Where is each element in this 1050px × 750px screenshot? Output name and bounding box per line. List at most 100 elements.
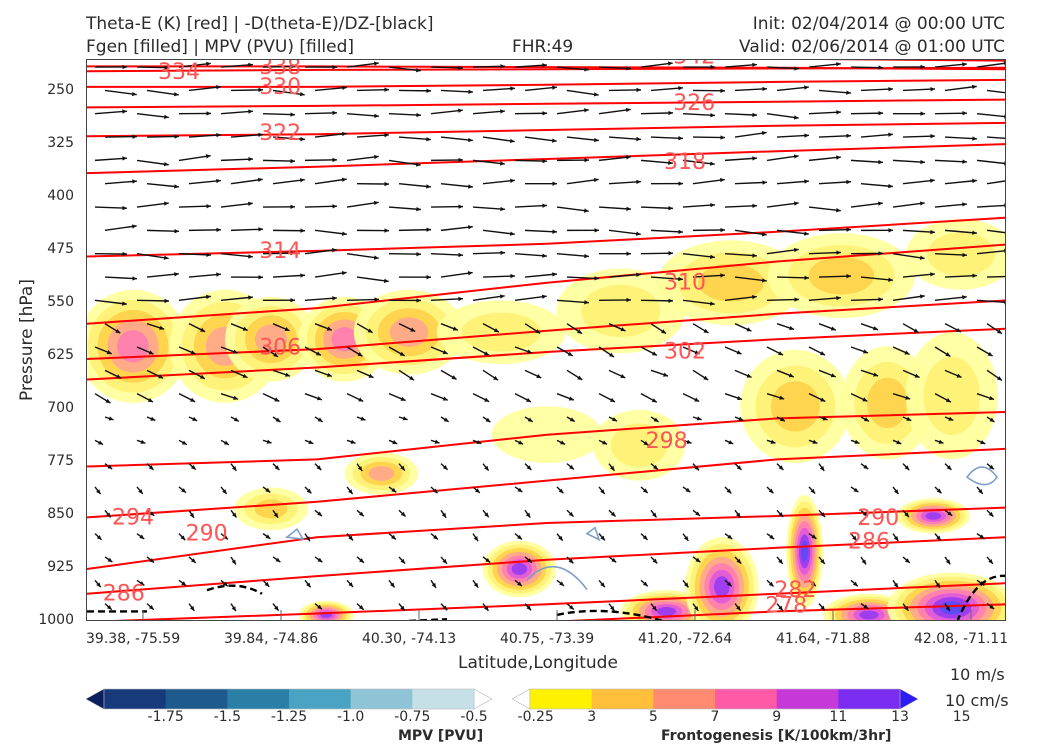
mpv-colorbar-tick: -0.5 xyxy=(460,709,488,725)
theta-e-label: 286 xyxy=(848,529,890,554)
theta-e-label: 286 xyxy=(103,582,145,607)
theta-e-contour xyxy=(87,78,1005,88)
mpv-colorbar-tick: -1.25 xyxy=(270,709,308,725)
fgen-colorbar-segment xyxy=(715,689,778,709)
theta-e-label: 306 xyxy=(259,336,301,361)
theta-e-contour xyxy=(87,98,1005,109)
theta-e-label: 290 xyxy=(186,522,228,547)
y-tick-label: 475 xyxy=(47,240,74,257)
fgen-colorbar-tick: 13 xyxy=(891,709,909,725)
fgen-blob xyxy=(234,487,308,531)
fgen-blob xyxy=(593,409,685,481)
fgen-colorbar-tick: 9 xyxy=(772,709,782,725)
y-tick-label: 400 xyxy=(47,187,74,204)
theta-e-label: 294 xyxy=(112,505,154,530)
forecast-hour: FHR:49 xyxy=(512,37,574,57)
theta-e-label: 318 xyxy=(664,150,706,175)
mpv-colorbar-max-extend xyxy=(473,688,493,710)
theta-e-label: 342 xyxy=(673,60,715,69)
x-tick-label: 41.64, -71.88 xyxy=(776,631,871,647)
x-tick-label: 39.84, -74.86 xyxy=(224,631,319,647)
fgen-colorbar-segment xyxy=(530,689,593,709)
fgen-blob xyxy=(482,540,557,598)
y-tick-label: 925 xyxy=(47,558,74,575)
y-tick-label: 850 xyxy=(47,505,74,522)
x-tick-label: 41.20, -72.64 xyxy=(638,631,733,647)
y-tick-label: 325 xyxy=(47,134,74,151)
theta-e-contour xyxy=(87,143,1005,175)
fgen-blob xyxy=(767,233,916,319)
theta-e-label: 310 xyxy=(664,271,706,296)
fgen-blob xyxy=(685,537,759,620)
y-tick-label: 550 xyxy=(47,293,74,310)
theta-e-contour xyxy=(87,447,1005,519)
wind-vectors xyxy=(94,61,1005,612)
x-tick-label: 42.08, -71.11 xyxy=(914,631,1009,647)
fgen-colorbar-segment xyxy=(653,689,716,709)
title-line-1: Theta-E (K) [red] | -D(theta-E)/DZ-[blac… xyxy=(86,14,434,34)
cross-section-plot: 342 338 334 330 326 322 318 314 310 306 302 298 294 2… xyxy=(86,59,1006,621)
theta-e-contour xyxy=(87,66,1005,73)
y-tick-label: 1000 xyxy=(38,612,74,628)
x-tick-label: 40.75, -73.39 xyxy=(500,631,595,647)
x-tick-label: 39.38, -75.59 xyxy=(86,631,181,647)
fgen-colorbar-max-extend xyxy=(899,688,919,710)
fgen-blob xyxy=(353,289,465,375)
theta-e-contour xyxy=(820,60,1005,62)
fgen-colorbar-label: Frontogenesis [K/100km/3hr] xyxy=(661,728,892,744)
fgen-colorbar-tick: 7 xyxy=(710,709,720,725)
mpv-colorbar-segment xyxy=(412,689,475,709)
theta-e-label: 334 xyxy=(158,60,200,85)
theta-e-label: 290 xyxy=(857,506,899,531)
theta-e-contour xyxy=(87,327,1005,381)
theta-e-contour xyxy=(87,411,1005,468)
fgen-colorbar-segment xyxy=(591,689,654,709)
plot-canvas: 342 338 334 330 326 322 318 314 310 306 302 298 294 2… xyxy=(87,60,1005,620)
mpv-colorbar-tick: -0.25 xyxy=(517,709,554,725)
theta-e-contour xyxy=(87,243,1005,325)
fgen-colorbar-tick: 3 xyxy=(587,709,597,725)
theta-e-label: 298 xyxy=(646,429,688,454)
y-tick-label: 625 xyxy=(47,346,74,363)
mpv-colorbar-segment xyxy=(350,689,413,709)
fgen-blob xyxy=(786,494,823,608)
x-axis-label: Latitude,Longitude xyxy=(458,653,618,673)
mpv-colorbar-label: MPV [PVU] xyxy=(398,728,484,744)
fgen-colorbar-min-extend xyxy=(511,688,531,710)
vector-legend-horizontal: 10 m/s xyxy=(950,665,1005,684)
theta-e-contour xyxy=(87,216,1005,258)
theta-e-contour xyxy=(87,121,1005,138)
theta-e-label: 314 xyxy=(259,239,301,264)
mpv-colorbar-segment xyxy=(165,689,228,709)
theta-e-label: 302 xyxy=(664,339,706,364)
vector-legend-vertical: 10 cm/s xyxy=(945,691,1009,710)
theta-e-label: 322 xyxy=(259,121,301,146)
fgen-blob xyxy=(887,572,1005,620)
fgen-colorbar-segment xyxy=(838,689,901,709)
theta-e-contour xyxy=(568,603,1005,620)
theta-e-contour xyxy=(87,299,1005,360)
mpv-colorbar-segment xyxy=(227,689,290,709)
mpv-colorbar-tick: -1.5 xyxy=(213,709,241,725)
y-tick-label: 700 xyxy=(47,399,74,416)
fgen-blob xyxy=(298,600,354,620)
mpv-colorbar-tick: -1.75 xyxy=(147,709,184,725)
mpv-colorbar-tick: -0.75 xyxy=(394,709,431,725)
theta-e-contour xyxy=(87,536,1005,595)
mpv-colorbar-tick: -1.0 xyxy=(336,709,365,725)
x-tick-label: 40.30, -74.13 xyxy=(362,631,457,647)
fgen-blob xyxy=(344,452,419,495)
mpv-colorbar-segment xyxy=(104,689,167,709)
valid-time: Valid: 02/06/2014 @ 01:00 UTC xyxy=(739,37,1005,57)
fgen-colorbar-tick: 11 xyxy=(829,709,848,725)
fgen-colorbar-tick: 15 xyxy=(952,709,971,725)
theta-e-label: 282 xyxy=(774,578,816,603)
theta-e-label: 330 xyxy=(259,75,301,100)
mpv-contour xyxy=(285,466,998,591)
mpv-colorbar-min-extend xyxy=(85,688,105,710)
fgen-blob xyxy=(740,349,851,463)
theta-e-label: 338 xyxy=(259,60,301,80)
y-tick-label: 250 xyxy=(47,81,74,98)
theta-e-contour xyxy=(114,582,1005,620)
theta-e-label: 278 xyxy=(765,594,807,619)
